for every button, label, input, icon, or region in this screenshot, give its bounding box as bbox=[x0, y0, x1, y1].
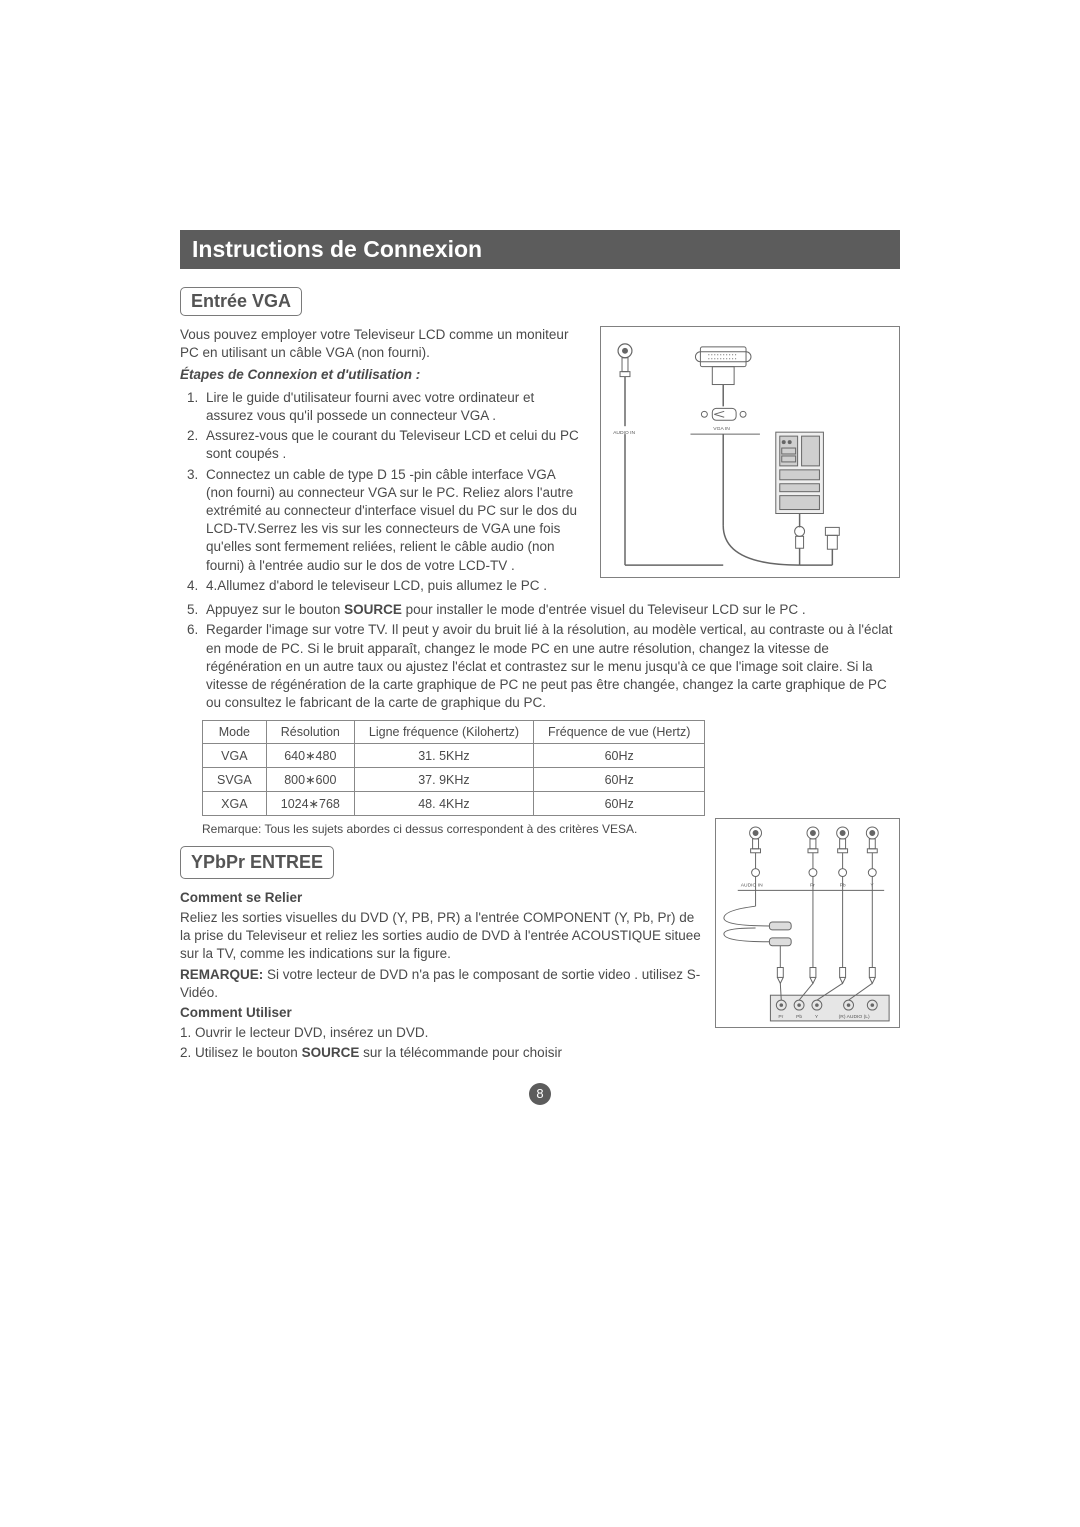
vga-diagram: AUDIO IN VGA IN bbox=[600, 326, 900, 578]
svg-text:(R) AUDIO (L): (R) AUDIO (L) bbox=[839, 1014, 870, 1020]
td: VGA bbox=[203, 744, 267, 768]
td: 60Hz bbox=[533, 744, 704, 768]
th: Fréquence de vue (Hertz) bbox=[533, 721, 704, 744]
svg-text:Pb: Pb bbox=[796, 1014, 802, 1020]
th: Ligne fréquence (Kilohertz) bbox=[354, 721, 533, 744]
vga-diagram-svg: AUDIO IN VGA IN bbox=[601, 327, 899, 577]
vga-intro: Vous pouvez employer votre Televiseur LC… bbox=[180, 326, 582, 362]
step: Connectez un cable de type D 15 -pin câb… bbox=[202, 466, 582, 575]
title-bar: Instructions de Connexion bbox=[180, 230, 900, 269]
ypbpr-sub1: Comment se Relier bbox=[180, 889, 701, 907]
th: Mode bbox=[203, 721, 267, 744]
td: 37. 9KHz bbox=[354, 768, 533, 792]
page: Instructions de Connexion Entrée VGA Vou… bbox=[0, 0, 1080, 1165]
td: 60Hz bbox=[533, 768, 704, 792]
ypbpr-p1: Reliez les sorties visuelles du DVD (Y, … bbox=[180, 909, 701, 964]
ypbpr-diagram: AUDIO IN Pr Pb Y bbox=[715, 818, 900, 1028]
td: SVGA bbox=[203, 768, 267, 792]
ypbpr-diagram-svg: AUDIO IN Pr Pb Y bbox=[716, 819, 899, 1027]
vga-label: Entrée VGA bbox=[180, 287, 302, 316]
vga-text: Vous pouvez employer votre Televiseur LC… bbox=[180, 326, 582, 597]
step: Regarder l'image sur votre TV. Il peut y… bbox=[202, 621, 900, 712]
ypbpr-u1: 1. Ouvrir le lecteur DVD, insérez un DVD… bbox=[180, 1024, 701, 1042]
td: 48. 4KHz bbox=[354, 792, 533, 816]
svg-text:VGA IN: VGA IN bbox=[713, 426, 730, 432]
vga-table: Mode Résolution Ligne fréquence (Kiloher… bbox=[202, 720, 705, 816]
svg-text:AUDIO IN: AUDIO IN bbox=[741, 883, 763, 889]
ypbpr-u2: 2. Utilisez le bouton SOURCE sur la télé… bbox=[180, 1044, 701, 1062]
ypbpr-label: YPbPr ENTREE bbox=[180, 846, 334, 878]
svg-text:Pr: Pr bbox=[778, 1014, 783, 1020]
vga-section: Entrée VGA Vous pouvez employer votre Te… bbox=[180, 287, 900, 836]
td: 31. 5KHz bbox=[354, 744, 533, 768]
td: 60Hz bbox=[533, 792, 704, 816]
td: 640∗480 bbox=[266, 744, 354, 768]
ypbpr-section: YPbPr ENTREE Comment se Relier Reliez le… bbox=[180, 846, 900, 1064]
vga-subhead: Étapes de Connexion et d'utilisation : bbox=[180, 366, 582, 384]
step: Appuyez sur le bouton SOURCE pour instal… bbox=[202, 601, 900, 619]
vga-steps-5-6: Appuyez sur le bouton SOURCE pour instal… bbox=[180, 601, 900, 712]
td: 1024∗768 bbox=[266, 792, 354, 816]
td: XGA bbox=[203, 792, 267, 816]
ypbpr-p2: REMARQUE: Si votre lecteur de DVD n'a pa… bbox=[180, 966, 701, 1002]
step: 4.Allumez d'abord le televiseur LCD, pui… bbox=[202, 577, 582, 595]
step: Assurez-vous que le courant du Televiseu… bbox=[202, 427, 582, 463]
page-number: 8 bbox=[529, 1083, 551, 1105]
step: Lire le guide d'utilisateur fourni avec … bbox=[202, 389, 582, 425]
ypbpr-sub2: Comment Utiliser bbox=[180, 1004, 701, 1022]
vga-steps-1-4: Lire le guide d'utilisateur fourni avec … bbox=[180, 389, 582, 595]
td: 800∗600 bbox=[266, 768, 354, 792]
th: Résolution bbox=[266, 721, 354, 744]
